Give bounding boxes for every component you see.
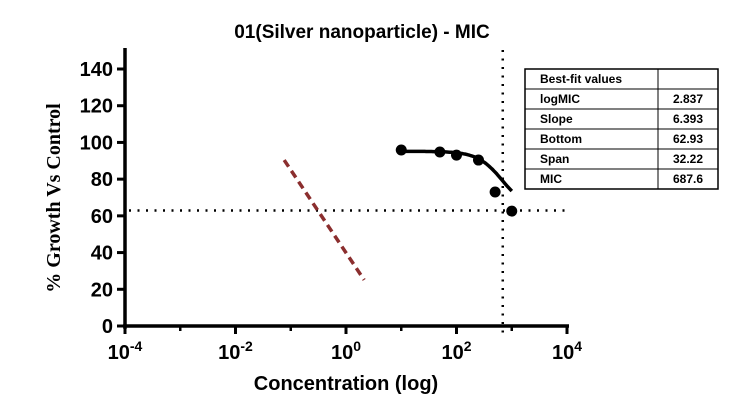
- y-axis-label: % Growth Vs Control: [43, 103, 65, 293]
- y-tick-label: 100: [80, 132, 113, 154]
- table-param-name: Slope: [540, 112, 573, 126]
- data-point: [472, 154, 484, 166]
- table-param-name: logMIC: [540, 92, 580, 106]
- x-tick-label: 10-4: [108, 338, 143, 364]
- data-point: [489, 186, 501, 198]
- best-fit-table: Best-fit values logMIC 2.837 Slope 6.393 Bott…: [524, 68, 719, 190]
- y-tick-label: 20: [91, 279, 113, 301]
- axes: 0 20 40 60 80 100 120 140 10-4 10-2 100 102 104: [80, 48, 582, 364]
- red-dashed-line: [282, 159, 366, 281]
- data-point: [434, 146, 446, 158]
- table-param-value: 687.6: [673, 172, 703, 186]
- y-tick-label: 40: [91, 243, 113, 265]
- y-tick-label: 140: [80, 59, 113, 81]
- x-tick-label: 104: [552, 338, 582, 364]
- y-tick-label: 0: [102, 316, 113, 338]
- chart-title: 01(Silver nanoparticle) - MIC: [234, 22, 490, 43]
- table-param-name: Span: [540, 152, 569, 166]
- table-param-value: 32.22: [673, 152, 703, 166]
- y-tick-label: 60: [91, 206, 113, 228]
- table-param-name: MIC: [540, 172, 562, 186]
- x-tick-label: 10-2: [218, 338, 253, 364]
- table-param-value: 6.393: [673, 112, 703, 126]
- table-header: Best-fit values: [540, 72, 622, 86]
- table-param-value: 62.93: [673, 132, 703, 146]
- data-point: [395, 144, 407, 156]
- y-tick-label: 120: [80, 96, 113, 118]
- x-tick-label: 100: [331, 338, 361, 364]
- data-point: [451, 149, 462, 161]
- series-layer: [282, 144, 518, 281]
- table-param-value: 2.837: [673, 92, 703, 106]
- data-point: [506, 205, 518, 217]
- x-tick-label: 102: [441, 338, 471, 364]
- y-tick-label: 80: [91, 169, 113, 191]
- x-axis-label: Concentration (log): [254, 373, 438, 395]
- table-param-name: Bottom: [540, 132, 582, 146]
- reference-lines: [129, 50, 567, 334]
